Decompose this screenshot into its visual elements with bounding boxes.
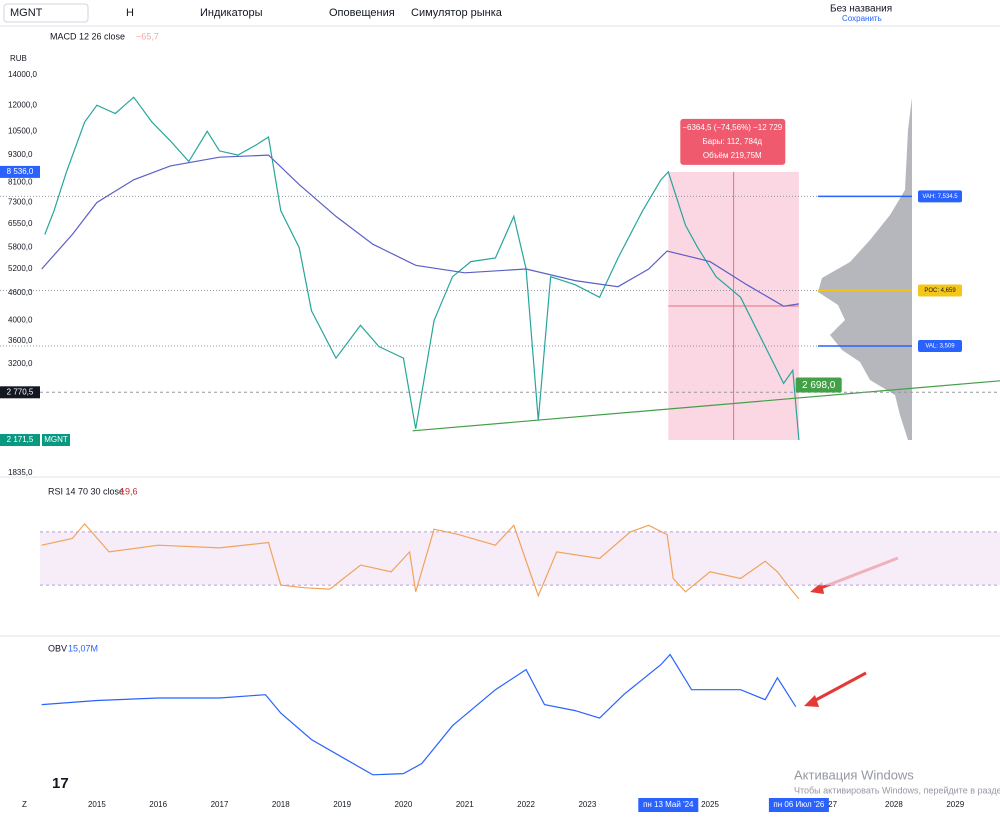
x-tick-label: 2016 (149, 800, 167, 809)
measure-label: Объём 219,75M (703, 151, 762, 160)
series-line (412, 380, 1000, 432)
price-badge-label: 2 770,5 (7, 387, 34, 396)
level-badge (918, 190, 962, 203)
volume-profile (818, 98, 912, 440)
indicator-value: 15,07M (68, 643, 98, 653)
date-badge (638, 798, 699, 812)
y-tick-label: 4600,0 (8, 288, 33, 297)
y-tick-label: 5800,0 (8, 243, 33, 252)
level-label: VAL: 3,509 (925, 344, 955, 350)
price-badge (0, 434, 40, 447)
logo: 17 (52, 775, 69, 792)
indicator-legend: MACD 12 26 close (50, 31, 125, 41)
watermark-text: Чтобы активировать Windows, перейдите в … (794, 785, 1000, 795)
rsi-band (40, 531, 1000, 586)
price-badge (0, 386, 40, 399)
volume-profile-shape (818, 98, 912, 440)
series-line (41, 522, 800, 600)
price-badge-label: 8 536,0 (7, 167, 34, 176)
x-tick-label: 2020 (395, 800, 413, 809)
arrow (811, 671, 867, 704)
level-badge (918, 340, 962, 353)
x-tick-label: 2025 (701, 800, 719, 809)
callout-badge (795, 377, 842, 393)
scale-toggle[interactable]: Z (22, 800, 27, 809)
series-line (44, 96, 800, 441)
symbol[interactable]: MGNT (10, 7, 43, 19)
price-badge (0, 165, 40, 178)
date-badge-label: пн 13 Май '24 (643, 800, 694, 809)
indicator-value: 19,6 (120, 486, 138, 496)
measure-label: −6364,5 (−74,56%) −12 729 (682, 123, 782, 132)
indicator-value: −65,7 (136, 31, 159, 41)
indicators-button[interactable]: Индикаторы (200, 7, 263, 19)
save-button[interactable]: Сохранить (842, 14, 882, 23)
y-tick-label: 4000,0 (8, 315, 33, 324)
x-tick-label: 2015 (88, 800, 106, 809)
level-label: POC: 4,659 (924, 288, 956, 294)
callout-label: 2 698,0 (802, 380, 836, 391)
y-tick-label: 7300,0 (8, 198, 33, 207)
x-tick-label: 2028 (885, 800, 903, 809)
y-tick-label: 10500,0 (8, 126, 37, 135)
y-tick-label: 9300,0 (8, 150, 33, 159)
y-tick-label: 3600,0 (8, 336, 33, 345)
x-tick-label: 2018 (272, 800, 290, 809)
alerts-button[interactable]: Оповещения (329, 7, 395, 19)
x-tick-label: 2029 (946, 800, 964, 809)
y-tick-label: 5200,0 (8, 264, 33, 273)
level-label: VAH: 7,534.5 (922, 194, 958, 200)
symbol-search[interactable] (3, 3, 89, 23)
x-tick-label: 2017 (211, 800, 229, 809)
series-line (41, 653, 797, 776)
y-tick-label: 6550,0 (8, 219, 33, 228)
y-tick-label: 8100,0 (8, 177, 33, 186)
date-badge (768, 798, 829, 812)
symbol-badge (42, 434, 70, 447)
indicator-legend: RSI 14 70 30 close (48, 486, 124, 496)
currency: RUB (10, 54, 27, 63)
x-tick-label: 2023 (578, 800, 596, 809)
symbol-badge-label: MGNT (44, 435, 68, 444)
interval[interactable]: H (126, 7, 134, 19)
y-tick-label: 1835,0 (8, 468, 33, 477)
replay-button[interactable]: Симулятор рынка (411, 7, 503, 19)
x-tick-label: 27 (828, 800, 837, 809)
x-tick-label: 2022 (517, 800, 535, 809)
toolbar: MGNT H Индикаторы Оповещения Симулятор р… (0, 0, 1000, 27)
x-tick-label: 2021 (456, 800, 474, 809)
price-badge-label: 2 171,5 (7, 435, 34, 444)
measure-label-bg (680, 118, 786, 165)
y-tick-label: 12000,0 (8, 100, 37, 109)
arrow-head (804, 695, 819, 707)
y-tick-label: 3200,0 (8, 359, 33, 368)
level-badge (918, 284, 962, 297)
x-tick-label: 2019 (333, 800, 351, 809)
indicator-legend: OBV (48, 643, 67, 653)
y-tick-label: 14000,0 (8, 70, 37, 79)
date-badge-label: пн 06 Июл '26 (773, 800, 825, 809)
layout-name[interactable]: Без названия (830, 4, 892, 15)
series-line (41, 154, 799, 307)
measure-label: Бары: 112, 784д (703, 137, 763, 146)
watermark-title: Активация Windows (794, 767, 914, 782)
toolbar-bg (0, 0, 1000, 26)
